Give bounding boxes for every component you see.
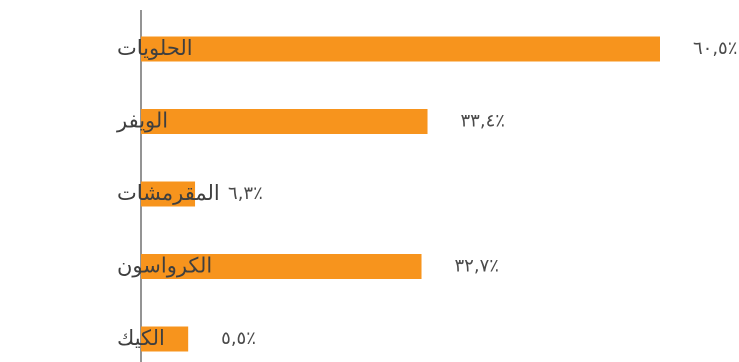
- data-label-1: ٣٣,٤٪: [461, 111, 505, 132]
- bar-1: [141, 109, 428, 134]
- bar-3: [141, 254, 422, 279]
- data-labels: ٦٠,٥٪ ٣٣,٤٪ ٦,٣٪ ٣٢,٧٪ ٥,٥٪: [221, 38, 737, 349]
- category-label-2: المقرمشات: [117, 181, 220, 205]
- category-label-1: الويفر: [116, 109, 168, 133]
- category-label-3: الكرواسون: [117, 254, 212, 278]
- bar-0: [141, 36, 660, 62]
- data-label-2: ٦,٣٪: [228, 183, 263, 204]
- data-label-0: ٦٠,٥٪: [693, 38, 737, 59]
- bar-2: [141, 181, 196, 207]
- bars-group: [141, 36, 660, 352]
- data-label-3: ٣٢,٧٪: [455, 256, 499, 277]
- category-label-4: الكيك: [117, 326, 165, 350]
- category-labels: الحلويات الويفر المقرمشات الكرواسون الكيك: [116, 36, 220, 350]
- bar-4: [141, 326, 189, 352]
- category-label-0: الحلويات: [117, 36, 193, 60]
- data-label-4: ٥,٥٪: [221, 328, 256, 349]
